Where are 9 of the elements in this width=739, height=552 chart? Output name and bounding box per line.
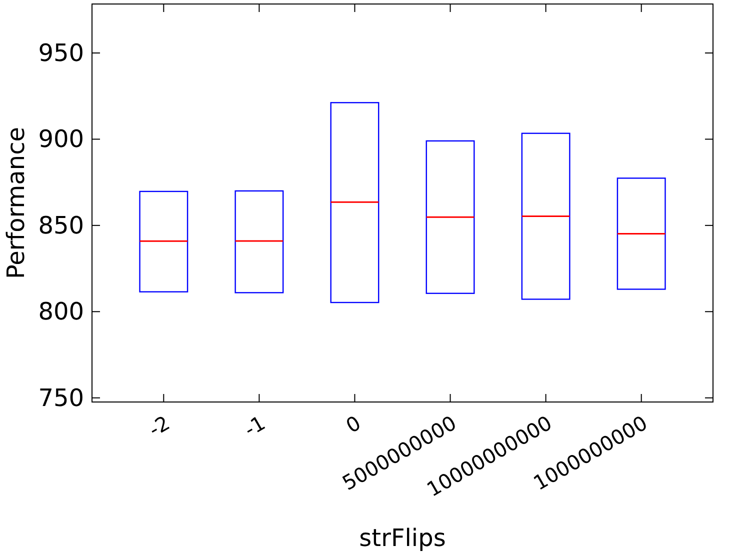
y-tick-label: 850 <box>38 211 84 240</box>
x-tick-label: -1 <box>240 410 270 442</box>
x-axis-title: strFlips <box>359 524 446 552</box>
y-axis-title: Performance <box>2 126 30 280</box>
x-tick-label: -2 <box>144 410 174 442</box>
y-tick-label: 900 <box>38 125 84 154</box>
y-tick-label: 750 <box>38 384 84 412</box>
y-tick-label: 800 <box>38 298 84 326</box>
y-tick-label: 950 <box>38 38 84 67</box>
